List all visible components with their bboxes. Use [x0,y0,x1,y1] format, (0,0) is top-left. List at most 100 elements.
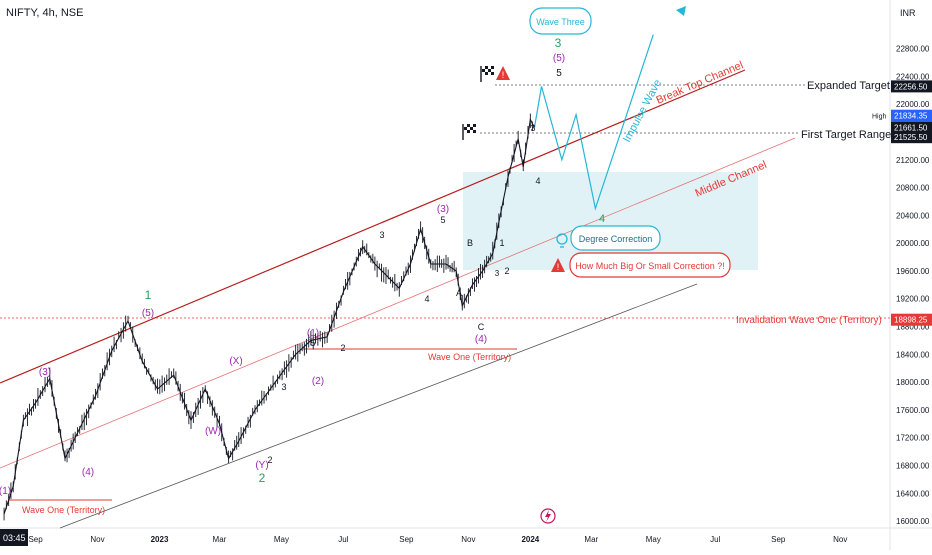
y-tick-label: 20000.00 [896,239,930,248]
y-tick-label: 19200.00 [896,295,930,304]
lightning-event-icon[interactable] [540,508,556,524]
degree-correction-callout[interactable] [570,225,661,251]
x-tick-label: May [646,535,661,544]
price-label: 21525.50 [894,133,928,142]
x-tick-label: Jul [338,535,348,544]
price-label: 22256.50 [894,82,928,91]
x-tick-label: Sep [771,535,786,544]
wave-label: A [456,288,462,298]
y-tick-label: 18000.00 [896,378,930,387]
x-tick-label: Sep [399,535,414,544]
lightbulb-icon [556,233,568,248]
wave-label: (1) [307,328,319,339]
wave-label: 5 [440,215,445,225]
y-tick-label: 16000.00 [896,517,930,526]
degree-correction-label: Degree Correction [579,234,653,244]
warning-icon: ! [551,258,565,272]
price-label-caption: High [872,114,887,121]
wave-label: 2 [259,471,266,485]
y-tick-label: 17200.00 [896,434,930,443]
y-tick-label: 18400.00 [896,350,930,359]
wave-label: 4 [424,294,429,304]
invalidation-label[interactable]: Invalidation Wave One (Territory) [736,315,882,326]
y-tick-label: 20800.00 [896,184,930,193]
wave-label: 5 [310,338,315,348]
wave-label: (4) [475,334,487,345]
projection-path[interactable] [533,34,654,211]
y-tick-label: 22000.00 [896,100,930,109]
x-axis-ticks: Sep Nov 2023 Mar May Jul Sep Nov 2024 Mar May Jul Se… [28,535,847,544]
wave-three-label: Wave Three [536,17,585,27]
wave-label: 2 [504,266,509,276]
price-label-box [891,131,932,144]
wave-label: (2) [312,376,324,387]
checkered-flag-icon-top [480,66,494,82]
wave-label: 4 [599,213,605,225]
y-tick-label: 20400.00 [896,211,930,220]
channel-middle-line[interactable] [0,137,796,469]
y-tick-label: 17600.00 [896,406,930,415]
wave-label: (Y) [255,460,268,471]
wave-label: 3 [555,36,562,50]
price-label: 21661.50 [894,124,928,133]
wave-label: (1) [0,486,11,497]
wave-label: 1 [145,288,152,302]
x-tick-label: Jul [710,535,720,544]
wave-label: 3 [495,269,500,278]
wave-label: (X) [229,356,242,367]
x-tick-label: Nov [90,535,104,544]
wave-one-territory-left-label[interactable]: Wave One (Territory) [22,505,105,515]
first-target-label[interactable]: First Target Range [801,129,891,141]
price-label-box [891,313,932,326]
y-tick-label: 18800.00 [896,323,930,332]
wave-one-territory-label[interactable]: Wave One (Territory) [428,352,511,362]
price-label-box [891,121,932,134]
wave-label: 2 [340,343,345,353]
x-tick-label: 2024 [521,535,539,544]
wave-label: C [478,322,485,332]
wave-label: (4) [82,467,94,478]
wave-labels: (1)(3)(4)(5)1(X)(W)(Y)223(1)(2)5 234(3)5B… [0,36,605,497]
wave-label: 5 [556,68,562,79]
x-tick-label: Nov [461,535,475,544]
projection-arrow-head [676,6,686,16]
expanded-target-label[interactable]: Expanded Target [807,80,890,92]
time-label: 03:45 [3,533,26,543]
svg-text:!: ! [502,70,505,80]
checkered-flag-icon [462,124,476,140]
y-tick-label: 16400.00 [896,489,930,498]
price-label-box [891,80,932,93]
channel-bottom-line[interactable] [59,283,698,529]
channel-top-line[interactable] [0,69,746,384]
price-label: 18898.25 [894,316,928,325]
x-tick-label: Mar [213,535,227,544]
correction-question-callout[interactable] [569,252,731,278]
wave-label: 2 [267,455,272,465]
wave-label: 1 [499,238,504,248]
x-tick-label: May [274,535,289,544]
correction-question-label: How Much Big Or Small Correction ?! [575,261,725,271]
wave-label: (5) [553,53,565,64]
wave-label: 3 [281,382,286,392]
svg-text:!: ! [557,262,560,272]
warning-icon-top: ! [496,66,510,80]
wave-label: (3) [39,367,51,378]
wave-label: (3) [437,204,449,215]
x-tick-label: Mar [584,535,598,544]
price-candles [3,113,533,521]
wave-label: (5) [142,308,154,319]
currency-label[interactable]: INR [900,8,916,18]
x-tick-label: Sep [28,535,43,544]
wave-three-callout[interactable] [529,7,592,35]
time-label-box [0,529,28,546]
wave-label: 3 [379,230,384,240]
wave-label: B [467,238,473,248]
x-tick-label: Nov [833,535,847,544]
wave-label: (W) [205,426,221,437]
y-tick-label: 21200.00 [896,156,930,165]
wave-label: 3 [530,123,535,133]
